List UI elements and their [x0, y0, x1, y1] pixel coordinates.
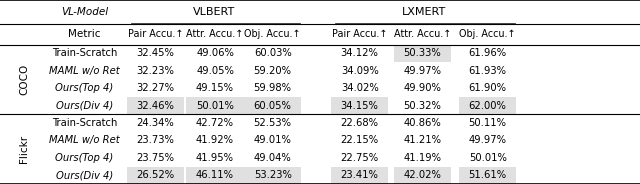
Text: MAML w/o Ret: MAML w/o Ret — [49, 135, 120, 145]
Bar — [331, 97, 388, 114]
Text: Ours(Div 4): Ours(Div 4) — [56, 101, 113, 111]
Text: 22.75%: 22.75% — [340, 153, 379, 163]
Text: 50.01%: 50.01% — [468, 153, 507, 163]
Text: 60.03%: 60.03% — [254, 48, 291, 58]
Text: VL-Model: VL-Model — [61, 7, 108, 17]
Text: 34.12%: 34.12% — [340, 48, 379, 58]
Text: 49.97%: 49.97% — [468, 135, 507, 145]
Text: LXMERT: LXMERT — [401, 7, 446, 17]
Text: 34.09%: 34.09% — [341, 66, 378, 76]
Text: 34.15%: 34.15% — [340, 101, 379, 111]
Text: 49.06%: 49.06% — [196, 48, 234, 58]
Text: COCO: COCO — [19, 64, 29, 95]
Text: 50.33%: 50.33% — [404, 48, 441, 58]
Text: 23.73%: 23.73% — [136, 135, 175, 145]
Bar — [459, 167, 516, 184]
Text: 42.02%: 42.02% — [403, 170, 442, 180]
Bar — [331, 167, 388, 184]
Text: 22.15%: 22.15% — [340, 135, 379, 145]
Text: 49.15%: 49.15% — [196, 83, 234, 93]
Bar — [244, 97, 301, 114]
Text: Ours(Top 4): Ours(Top 4) — [55, 153, 114, 163]
Text: Flickr: Flickr — [19, 135, 29, 163]
Text: 32.46%: 32.46% — [136, 101, 175, 111]
Text: 42.72%: 42.72% — [196, 118, 234, 128]
Text: 60.05%: 60.05% — [253, 101, 292, 111]
Text: 46.11%: 46.11% — [196, 170, 234, 180]
Text: Pair Accu.↑: Pair Accu.↑ — [128, 29, 183, 39]
Bar — [127, 167, 184, 184]
Text: 50.32%: 50.32% — [403, 101, 442, 111]
Text: Ours(Div 4): Ours(Div 4) — [56, 170, 113, 180]
Text: 40.86%: 40.86% — [404, 118, 441, 128]
Text: 59.98%: 59.98% — [253, 83, 292, 93]
Text: 41.21%: 41.21% — [403, 135, 442, 145]
Text: 41.92%: 41.92% — [196, 135, 234, 145]
Text: Obj. Accu.↑: Obj. Accu.↑ — [460, 29, 516, 39]
Text: 52.53%: 52.53% — [253, 118, 292, 128]
Text: 50.11%: 50.11% — [468, 118, 507, 128]
Text: MAML w/o Ret: MAML w/o Ret — [49, 66, 120, 76]
Bar — [394, 167, 451, 184]
Text: 49.97%: 49.97% — [403, 66, 442, 76]
Bar — [186, 167, 244, 184]
Text: 49.90%: 49.90% — [403, 83, 442, 93]
Bar — [394, 45, 451, 62]
Text: 61.96%: 61.96% — [468, 48, 507, 58]
Text: 32.45%: 32.45% — [136, 48, 175, 58]
Text: 23.41%: 23.41% — [340, 170, 379, 180]
Text: Pair Accu.↑: Pair Accu.↑ — [332, 29, 387, 39]
Text: 32.27%: 32.27% — [136, 83, 175, 93]
Text: 49.01%: 49.01% — [253, 135, 292, 145]
Text: 24.34%: 24.34% — [137, 118, 174, 128]
Bar — [459, 97, 516, 114]
Text: 62.00%: 62.00% — [468, 101, 507, 111]
Text: Attr. Accu.↑: Attr. Accu.↑ — [186, 29, 244, 39]
Text: 41.19%: 41.19% — [403, 153, 442, 163]
Bar — [244, 167, 301, 184]
Text: 49.04%: 49.04% — [254, 153, 291, 163]
Text: 32.23%: 32.23% — [136, 66, 175, 76]
Text: Obj. Accu.↑: Obj. Accu.↑ — [244, 29, 301, 39]
Text: 49.05%: 49.05% — [196, 66, 234, 76]
Text: 61.90%: 61.90% — [468, 83, 507, 93]
Text: 61.93%: 61.93% — [468, 66, 507, 76]
Text: Ours(Top 4): Ours(Top 4) — [55, 83, 114, 93]
Text: Train-Scratch: Train-Scratch — [52, 118, 117, 128]
Text: 50.01%: 50.01% — [196, 101, 234, 111]
Text: 22.68%: 22.68% — [340, 118, 379, 128]
Text: 23.75%: 23.75% — [136, 153, 175, 163]
Text: VLBERT: VLBERT — [193, 7, 236, 17]
Bar — [127, 97, 184, 114]
Text: 59.20%: 59.20% — [253, 66, 292, 76]
Text: Train-Scratch: Train-Scratch — [52, 48, 117, 58]
Text: 41.95%: 41.95% — [196, 153, 234, 163]
Text: 53.23%: 53.23% — [253, 170, 292, 180]
Text: 26.52%: 26.52% — [136, 170, 175, 180]
Text: 51.61%: 51.61% — [468, 170, 507, 180]
Text: 34.02%: 34.02% — [341, 83, 378, 93]
Text: Attr. Accu.↑: Attr. Accu.↑ — [394, 29, 451, 39]
Bar — [186, 97, 244, 114]
Text: Metric: Metric — [68, 29, 100, 39]
